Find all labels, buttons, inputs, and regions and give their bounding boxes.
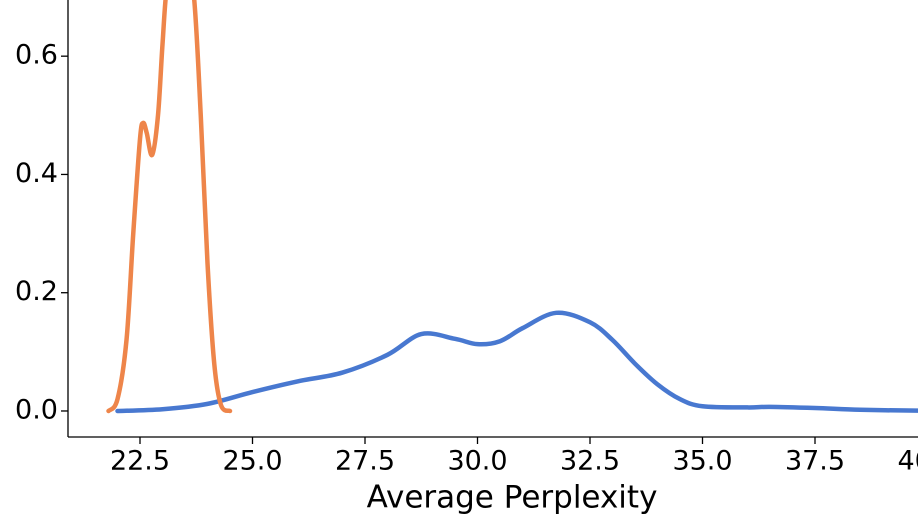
x-tick-label: 30.0 (447, 446, 507, 477)
x-tick-label: 40.0 (897, 446, 918, 477)
plot-area (106, 0, 918, 414)
x-tick-label: 25.0 (222, 446, 282, 477)
y-tick-label: 0.0 (15, 394, 58, 425)
x-tick-label: 35.0 (672, 446, 732, 477)
y-tick-label: 0.6 (15, 40, 58, 71)
x-axis-label: Average Perplexity (367, 480, 658, 516)
y-tick-label: 0.4 (15, 158, 58, 189)
density-line (106, 0, 233, 414)
x-tick-label: 37.5 (785, 446, 845, 477)
density-line (115, 310, 918, 414)
x-tick-label: 22.5 (110, 446, 170, 477)
y-tick-label: 0.2 (15, 276, 58, 307)
x-tick-label: 32.5 (560, 446, 620, 477)
x-tick-label: 27.5 (335, 446, 395, 477)
